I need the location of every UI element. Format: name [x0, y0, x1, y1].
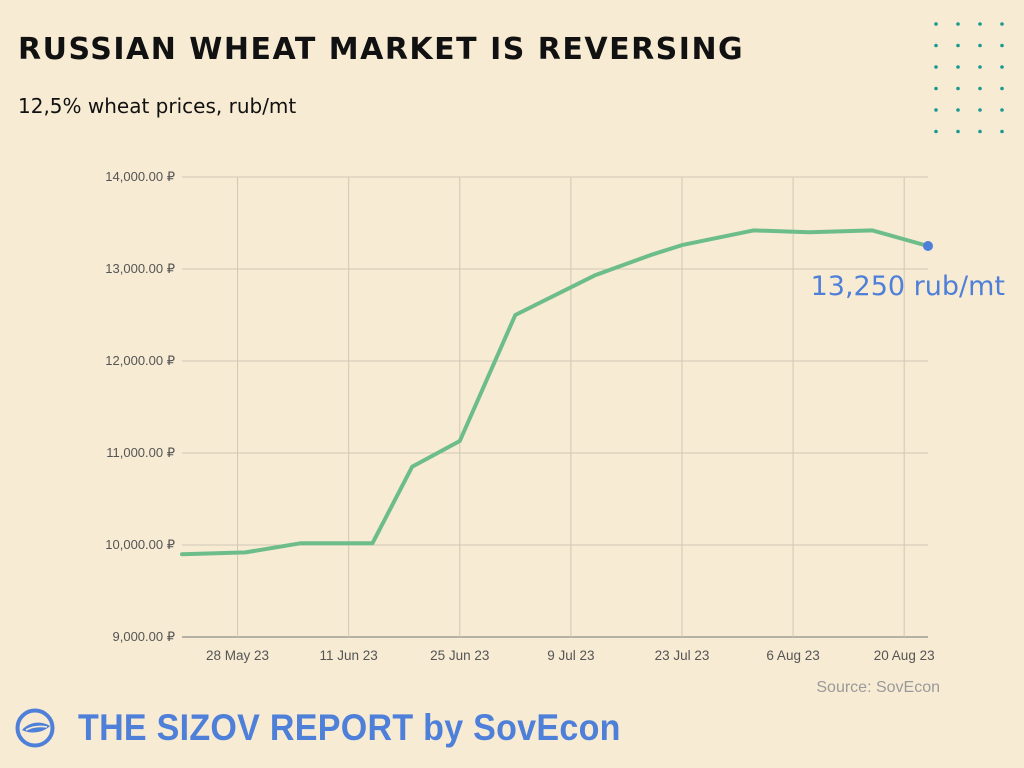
decorative-dot: [1000, 108, 1004, 112]
decorative-dot: [934, 129, 938, 134]
decorative-dot: [956, 43, 960, 48]
decorative-dot: [978, 129, 982, 134]
price-series-line: [180, 228, 930, 557]
y-tick-label: 13,000.00 ₽: [105, 261, 175, 276]
decorative-dot: [978, 108, 982, 112]
decorative-dot: [934, 86, 938, 91]
decorative-dot: [956, 129, 960, 134]
decorative-dot: [978, 86, 982, 91]
y-tick-label: 9,000.00 ₽: [113, 629, 176, 644]
x-tick-label: 11 Jun 23: [320, 648, 378, 663]
sovecon-logo-icon: [15, 708, 55, 748]
decorative-dot: [1000, 43, 1004, 48]
decorative-dot: [978, 22, 982, 26]
decorative-dot: [934, 43, 938, 48]
x-tick-label: 23 Jul 23: [655, 648, 710, 663]
decorative-dot: [956, 86, 960, 91]
decorative-dot: [1000, 65, 1004, 69]
decorative-dot: [1000, 86, 1004, 91]
source-note: Source: SovEcon: [816, 679, 940, 696]
x-tick-label: 20 Aug 23: [874, 648, 935, 663]
latest-price-callout: 13,250 rub/mt: [811, 271, 1005, 302]
decorative-dot: [1000, 22, 1004, 26]
y-tick-label: 12,000.00 ₽: [105, 353, 175, 368]
decorative-dot: [1000, 129, 1004, 134]
decorative-dot: [956, 22, 960, 26]
decorative-dot: [934, 108, 938, 112]
decorative-dot: [934, 22, 938, 26]
gridlines: [182, 176, 928, 638]
y-tick-label: 11,000.00 ₽: [106, 445, 175, 460]
x-tick-label: 28 May 23: [206, 648, 269, 663]
decorative-dot: [934, 65, 938, 69]
decorative-dot-grid: [934, 22, 1004, 134]
y-tick-label: 10,000.00 ₽: [105, 537, 175, 552]
decorative-dot: [978, 43, 982, 48]
footer-brand: THE SIZOV REPORT by SovEcon: [14, 700, 668, 756]
page-title: RUSSIAN WHEAT MARKET IS REVERSING: [18, 32, 745, 67]
latest-price-point[interactable]: [923, 241, 933, 251]
x-tick-label: 6 Aug 23: [766, 648, 819, 663]
brand-name: THE SIZOV REPORT by SovEcon: [78, 707, 621, 748]
decorative-dot: [956, 108, 960, 112]
x-tick-label: 9 Jul 23: [547, 648, 594, 663]
decorative-dot: [978, 65, 982, 69]
y-tick-label: 14,000.00 ₽: [105, 169, 175, 184]
chart-subtitle: 12,5% wheat prices, rub/mt: [18, 94, 297, 118]
x-tick-label: 25 Jun 23: [430, 648, 489, 663]
decorative-dot: [956, 65, 960, 69]
